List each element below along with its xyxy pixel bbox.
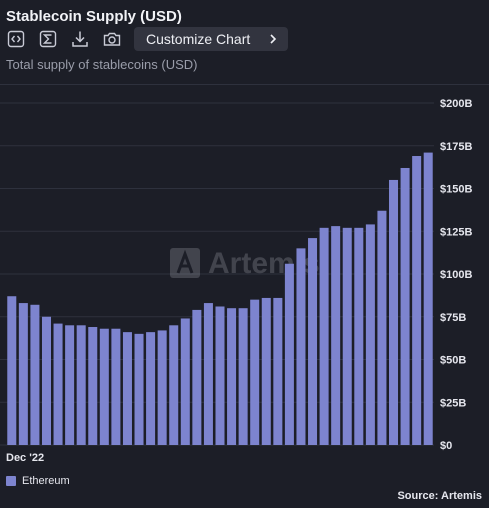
x-axis-ticks: Dec '22: [6, 452, 44, 464]
bar[interactable]: [296, 248, 306, 445]
bar[interactable]: [146, 332, 156, 445]
bar[interactable]: [169, 325, 179, 445]
bar[interactable]: [30, 304, 40, 445]
y-tick-label: $50B: [440, 355, 466, 367]
bar[interactable]: [18, 303, 28, 445]
bar[interactable]: [65, 325, 75, 445]
bar[interactable]: [308, 238, 318, 445]
bar[interactable]: [99, 328, 109, 445]
bar[interactable]: [365, 224, 375, 445]
y-tick-label: $200B: [440, 98, 472, 110]
y-tick-label: $75B: [440, 312, 466, 324]
bar[interactable]: [319, 227, 329, 445]
bar[interactable]: [7, 296, 17, 445]
camera-icon[interactable]: [100, 27, 124, 51]
legend-label: Ethereum: [22, 475, 70, 487]
bar[interactable]: [227, 308, 237, 445]
bar[interactable]: [423, 152, 433, 445]
bar[interactable]: [180, 318, 190, 445]
bar[interactable]: [215, 306, 225, 445]
bar[interactable]: [250, 299, 260, 445]
bar[interactable]: [122, 332, 132, 445]
bar[interactable]: [342, 227, 352, 445]
bar[interactable]: [88, 327, 98, 445]
bar[interactable]: [354, 227, 364, 445]
bar[interactable]: [331, 226, 341, 445]
bar[interactable]: [111, 328, 121, 445]
bar[interactable]: [41, 316, 51, 445]
y-tick-label: $150B: [440, 184, 472, 196]
bar[interactable]: [261, 297, 271, 445]
chevron-right-icon: [270, 34, 277, 44]
x-tick-label: Dec '22: [6, 452, 44, 464]
chart-title: Stablecoin Supply (USD): [6, 8, 182, 25]
y-tick-label: $175B: [440, 141, 472, 153]
y-tick-label: $25B: [440, 397, 466, 409]
embed-code-icon[interactable]: [4, 27, 28, 51]
bar[interactable]: [157, 330, 167, 445]
legend[interactable]: Ethereum: [6, 475, 70, 487]
bar[interactable]: [192, 309, 202, 445]
customize-chart-label: Customize Chart: [146, 31, 251, 47]
bar[interactable]: [400, 167, 410, 445]
y-tick-label: $125B: [440, 226, 472, 238]
bar[interactable]: [203, 303, 213, 445]
header-divider: [0, 84, 489, 85]
y-tick-label: $100B: [440, 269, 472, 281]
bar[interactable]: [134, 333, 144, 445]
y-tick-label: $0: [440, 440, 452, 452]
chart-toolbar: Customize Chart: [4, 27, 289, 51]
chart-subtitle: Total supply of stablecoins (USD): [6, 57, 198, 72]
bar[interactable]: [76, 325, 86, 445]
legend-swatch: [6, 476, 16, 486]
bar[interactable]: [284, 263, 294, 445]
bar[interactable]: [377, 210, 387, 445]
customize-chart-button[interactable]: Customize Chart: [134, 27, 289, 51]
bar[interactable]: [238, 308, 248, 445]
bars: [7, 152, 433, 445]
bar[interactable]: [273, 297, 283, 445]
sigma-icon[interactable]: [36, 27, 60, 51]
bar[interactable]: [389, 179, 399, 445]
y-axis-ticks: $0 $25B $50B $75B $100B $125B $150B $175B $200B: [440, 98, 472, 452]
bar[interactable]: [412, 156, 422, 445]
bar[interactable]: [53, 323, 63, 445]
download-icon[interactable]: [68, 27, 92, 51]
artemis-logo-icon: [170, 248, 200, 278]
source-credit: Source: Artemis: [397, 490, 482, 502]
bar-chart: Artemis $0$25B$50B$75B$100B$125B$150B$17…: [0, 98, 472, 464]
